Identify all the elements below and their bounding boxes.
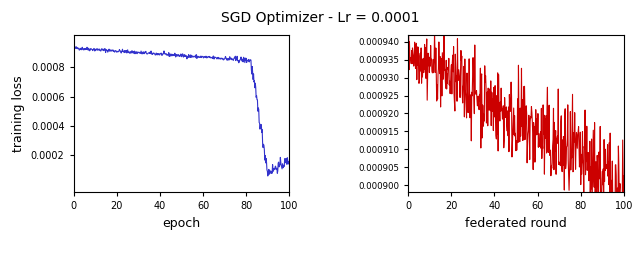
X-axis label: epoch: epoch bbox=[163, 217, 200, 230]
Text: SGD Optimizer - Lr = 0.0001: SGD Optimizer - Lr = 0.0001 bbox=[221, 11, 419, 25]
Y-axis label: training loss: training loss bbox=[12, 75, 25, 152]
X-axis label: federated round: federated round bbox=[465, 217, 567, 230]
